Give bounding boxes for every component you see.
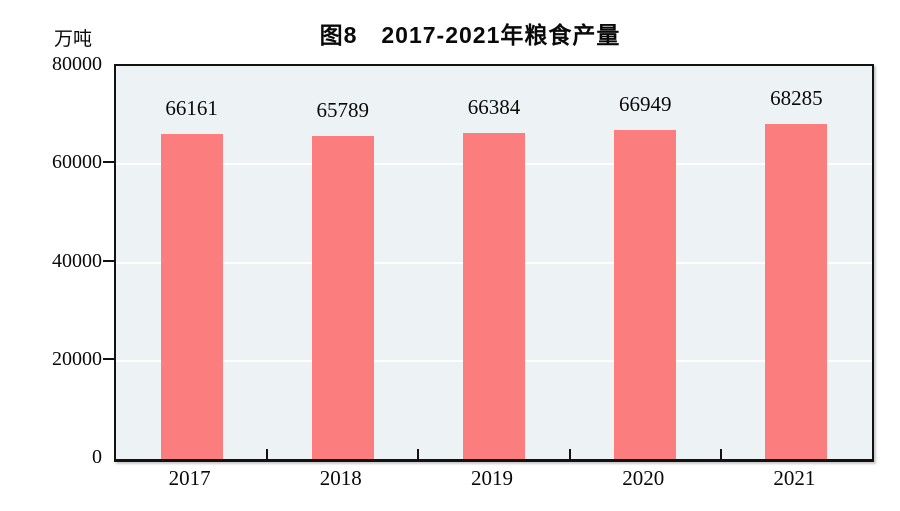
chart-title: 图8 2017-2021年粮食产量: [319, 22, 621, 48]
plot-area: 66161 65789 66384 66949 68285: [114, 64, 874, 462]
y-axis-unit-label: 万吨: [54, 29, 93, 50]
bar-2019: [462, 132, 525, 459]
y-tick-label: 20000: [52, 347, 102, 370]
y-tick-label: 40000: [52, 249, 102, 272]
x-tick-label-2017: 2017: [168, 466, 211, 490]
bar-value-label: 66161: [165, 95, 218, 120]
bar-2018: [311, 135, 374, 459]
x-axis-tick-mark: [719, 449, 722, 459]
bar-2021: [765, 123, 828, 459]
x-tick-label-2018: 2018: [319, 466, 362, 490]
bar-slot: 66949: [570, 66, 721, 459]
bar-slot: 66384: [418, 66, 569, 459]
x-axis-tick-mark: [266, 449, 269, 459]
y-tick-label: 80000: [52, 53, 102, 75]
bar-slot: 68285: [721, 66, 872, 459]
x-axis-tick-mark: [568, 449, 571, 459]
y-tick-label: 60000: [52, 151, 102, 174]
y-tick-label: 0: [92, 446, 102, 468]
x-tick-label-2019: 2019: [470, 466, 513, 490]
y-tick-mark: [103, 161, 114, 164]
x-tick-label-2021: 2021: [773, 466, 816, 490]
bar-2017: [160, 133, 223, 459]
bar-value-label: 66949: [618, 92, 672, 117]
bar-value-label: 66384: [467, 94, 521, 119]
bar-value-label: 65789: [316, 97, 370, 122]
x-tick-label-2020: 2020: [622, 466, 665, 490]
y-tick-mark: [103, 259, 114, 262]
bar-slot: 65789: [267, 66, 418, 459]
x-axis-tick-mark: [417, 449, 420, 459]
bar-value-label: 68285: [770, 85, 823, 110]
bar-2020: [614, 130, 677, 459]
bar-slot: 66161: [116, 66, 267, 459]
y-tick-mark: [103, 357, 114, 360]
